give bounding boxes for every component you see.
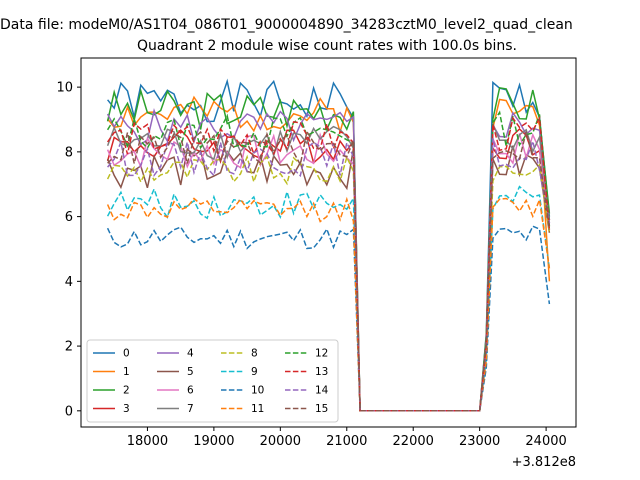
- y-tick-label: 10: [56, 81, 73, 96]
- y-tick-label: 6: [65, 210, 73, 225]
- x-tick-label: 22000: [393, 434, 434, 449]
- x-tick-label: 20000: [260, 434, 301, 449]
- legend-label: 1: [123, 366, 130, 378]
- legend-label: 6: [187, 385, 194, 397]
- x-tick-label: 18000: [127, 434, 168, 449]
- legend-label: 8: [251, 348, 258, 360]
- legend-label: 14: [315, 385, 329, 397]
- series-0-line: [107, 78, 551, 412]
- legend-label: 2: [123, 385, 130, 397]
- y-tick-label: 8: [65, 145, 73, 160]
- legend-label: 9: [251, 366, 258, 378]
- y-tick-label: 0: [65, 404, 73, 419]
- y-tick-label: 4: [65, 275, 73, 290]
- legend-label: 13: [315, 366, 328, 378]
- legend-label: 11: [251, 403, 264, 415]
- legend-label: 7: [187, 403, 194, 415]
- legend-box: [86, 339, 339, 423]
- x-tick-label: 24000: [525, 434, 566, 449]
- legend-label: 12: [315, 348, 328, 360]
- legend-label: 15: [315, 403, 328, 415]
- x-tick-label: 23000: [459, 434, 500, 449]
- axes-frame: [80, 57, 577, 428]
- chart-title: Quadrant 2 module wise count rates with …: [137, 38, 517, 54]
- y-tick-label: 2: [65, 340, 73, 355]
- figure-suptitle: Data file: modeM0/AS1T04_086T01_90000048…: [0, 17, 573, 33]
- x-axis: 18000 19000 20000 21000 22000 23000 24000: [127, 427, 567, 449]
- legend-label: 3: [123, 403, 130, 415]
- series-8-line: [106, 154, 551, 412]
- legend-label: 0: [123, 348, 130, 360]
- series-9-line: [106, 185, 551, 412]
- legend-label: 10: [251, 385, 264, 397]
- series-11-line: [106, 196, 551, 412]
- legend-label: 5: [187, 366, 194, 378]
- series-10-line: [106, 225, 551, 412]
- plot-area: [106, 78, 551, 412]
- legend-label: 4: [187, 348, 194, 360]
- x-offset-label: +3.812e8: [512, 455, 576, 470]
- x-tick-label: 21000: [326, 434, 367, 449]
- x-tick-label: 19000: [193, 434, 234, 449]
- y-axis: 0 2 4 6 8 10: [56, 81, 81, 419]
- series-13-line: [106, 115, 551, 412]
- series-15-line: [107, 129, 551, 412]
